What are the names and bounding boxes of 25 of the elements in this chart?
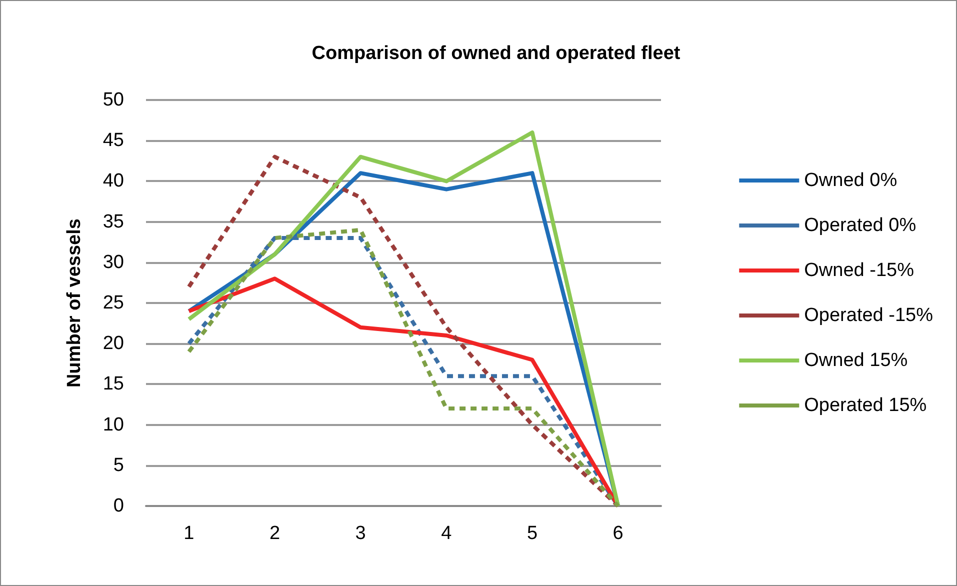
y-tick-label: 5 [113,454,124,476]
y-tick-label: 20 [102,333,124,354]
y-tick-label: 50 [102,90,124,110]
x-tick-label: 2 [269,523,280,544]
x-tick-label: 6 [612,523,624,544]
y-axis-title: Number of vessels [64,218,85,388]
y-tick-label: 15 [102,374,124,395]
legend-label: Owned -15% [804,260,914,281]
x-tick-label: 1 [184,523,194,544]
chart-title: Comparison of owned and operated fleet [312,43,681,64]
x-tick-label: 4 [441,523,452,544]
x-tick-label: 5 [526,523,538,544]
y-tick-label: 10 [102,414,124,436]
y-tick-label: 25 [102,292,124,314]
x-tick-label: 3 [355,523,366,544]
legend-label: Operated 0% [804,215,916,236]
y-tick-label: 45 [102,130,124,152]
legend-label: Owned 0% [804,170,898,191]
y-tick-label: 30 [102,252,124,273]
legend-label: Owned 15% [804,350,908,371]
legend-label: Operated 15% [804,395,927,416]
legend-label: Operated -15% [804,305,934,326]
y-tick-label: 40 [102,170,124,192]
y-tick-label: 0 [113,496,124,516]
y-tick-label: 35 [102,211,124,232]
